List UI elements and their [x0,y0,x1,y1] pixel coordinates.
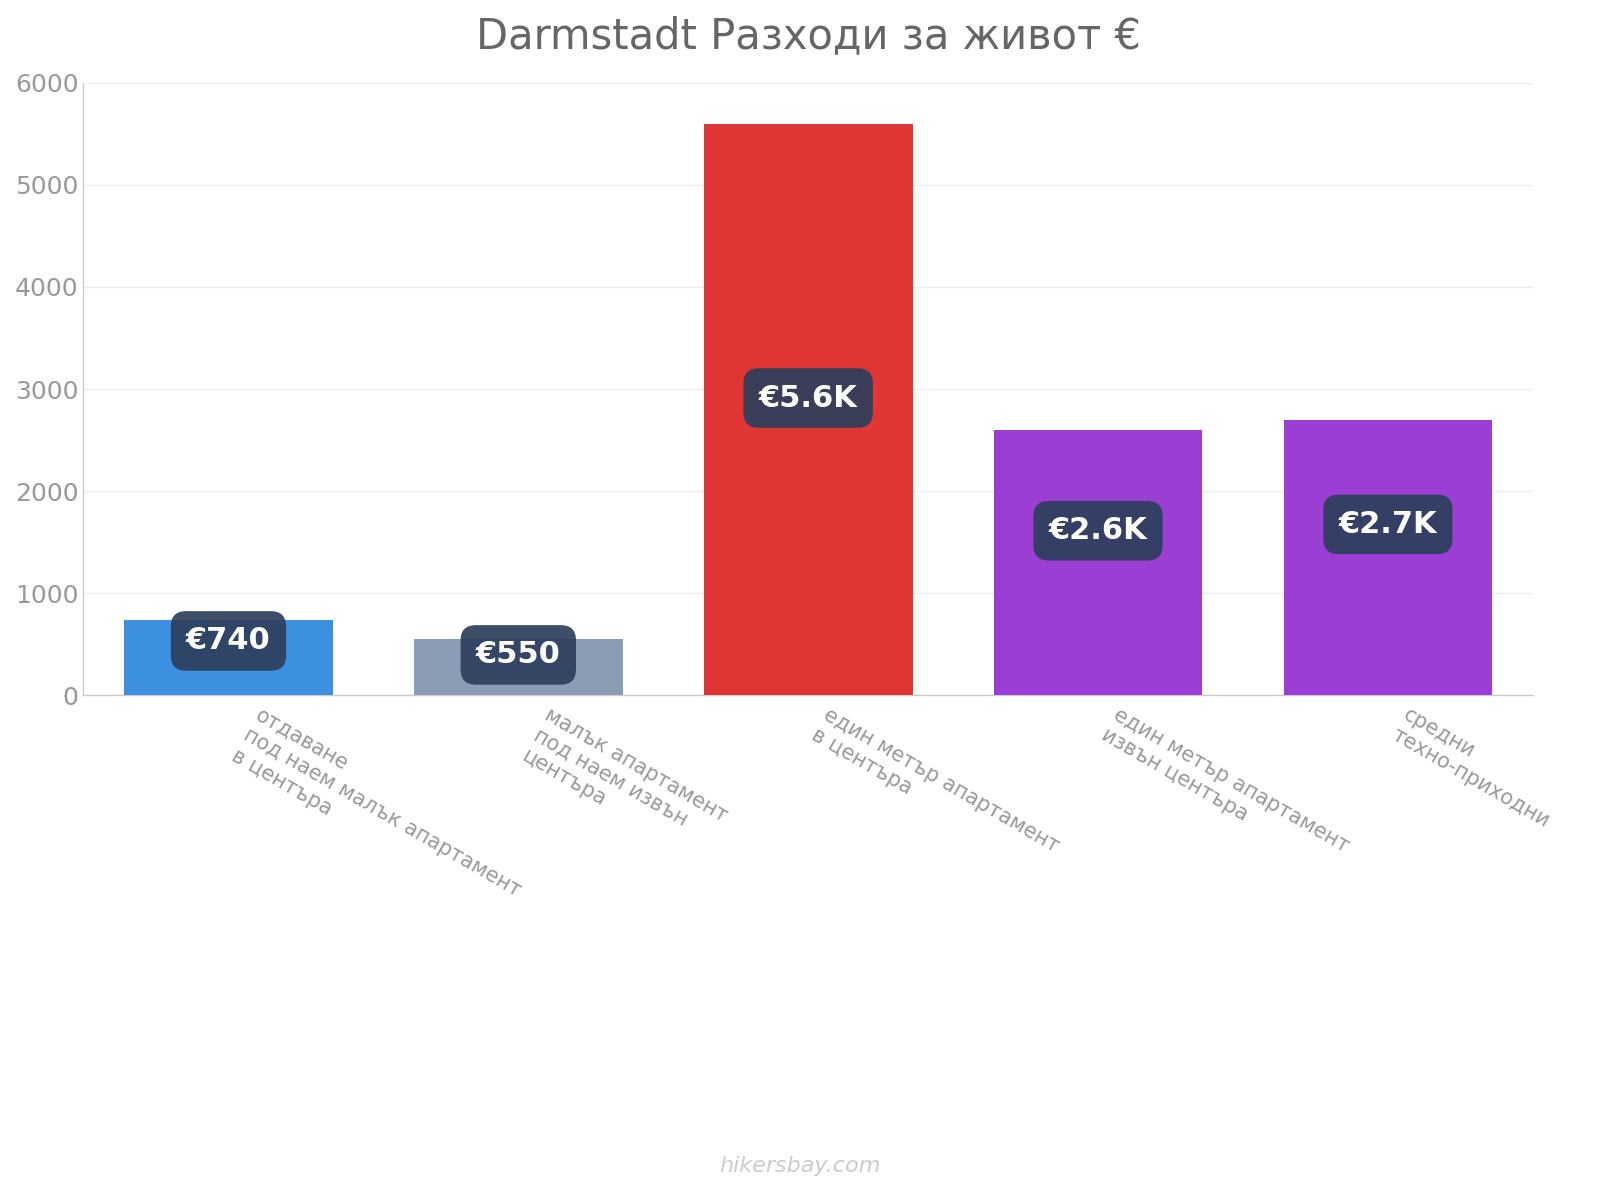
Text: €740: €740 [186,626,270,655]
Text: €2.7K: €2.7K [1339,510,1437,539]
Text: €5.6K: €5.6K [758,384,858,413]
Text: €2.6K: €2.6K [1048,516,1147,545]
Bar [1283,420,1493,695]
Bar [125,619,333,695]
Bar [994,430,1202,695]
Title: Darmstadt Разходи за живот €: Darmstadt Разходи за живот € [475,14,1141,56]
Text: €550: €550 [475,641,560,670]
Bar [704,124,912,695]
Text: hikersbay.com: hikersbay.com [720,1156,880,1176]
Bar [414,640,622,695]
